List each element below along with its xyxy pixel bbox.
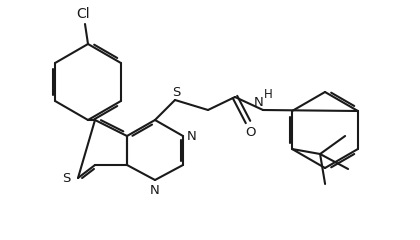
Text: O: O [245,126,255,138]
Text: N: N [150,184,160,197]
Text: N: N [254,96,264,108]
Text: H: H [264,88,273,101]
Text: N: N [187,130,197,143]
Text: Cl: Cl [76,7,90,21]
Text: S: S [172,85,180,98]
Text: S: S [62,172,70,185]
